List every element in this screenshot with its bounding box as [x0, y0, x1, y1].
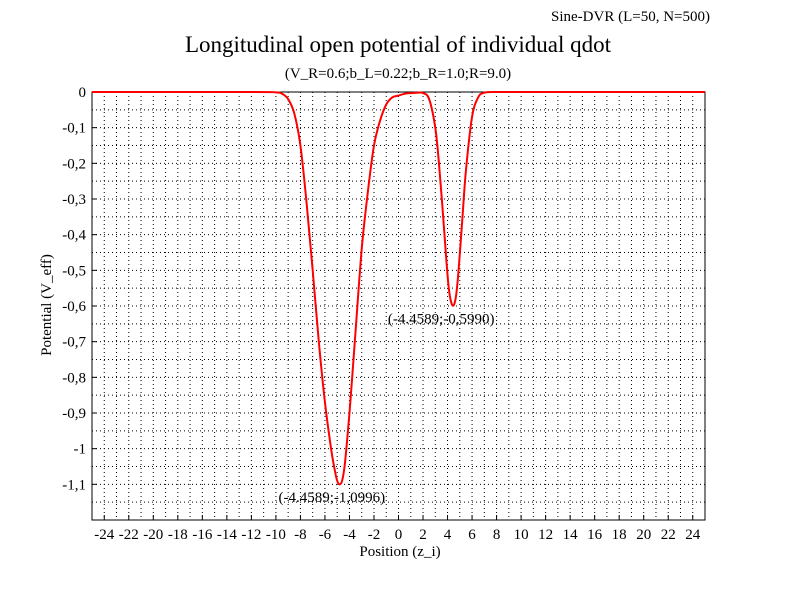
x-tick-label: -24	[94, 527, 114, 543]
x-tick-label: -6	[319, 527, 332, 543]
y-tick-label: -0,6	[62, 299, 86, 315]
y-tick-label: -0,3	[62, 192, 86, 208]
chart-subtitle: (V_R=0.6;b_L=0.22;b_R=1.0;R=9.0)	[285, 66, 511, 82]
y-tick-label: -0,8	[62, 370, 86, 386]
y-axis-label: Potential (V_eff)	[39, 254, 55, 356]
y-tick-label: -0,9	[62, 406, 86, 422]
x-tick-label: 16	[587, 527, 603, 543]
x-tick-label: 8	[493, 527, 501, 543]
x-tick-label: -18	[168, 527, 188, 543]
x-tick-label: 6	[468, 527, 476, 543]
x-tick-label: 20	[636, 527, 651, 543]
x-axis-label: Position (z_i)	[359, 544, 440, 560]
x-tick-label: -8	[294, 527, 307, 543]
y-tick-label: 0	[79, 85, 87, 101]
x-tick-label: -10	[266, 527, 286, 543]
x-axis-ticks: -24 -22 -20 -18 -16 -14 -12 -10 -8 -6 -4 -2 0 2 4 6 8 10 1…	[94, 515, 701, 543]
y-tick-label: -0,4	[62, 228, 86, 244]
x-tick-label: 0	[395, 527, 403, 543]
x-tick-label: -4	[343, 527, 356, 543]
x-tick-label: 14	[563, 527, 579, 543]
x-tick-label: 2	[419, 527, 427, 543]
annotation-right-minimum: (-4.4589;-0,5990)	[388, 312, 495, 328]
x-tick-label: -2	[368, 527, 381, 543]
x-tick-label: 18	[612, 527, 627, 543]
grid	[92, 92, 705, 520]
chart-title: Longitudinal open potential of individua…	[185, 32, 612, 57]
series-line-potential	[91, 90, 705, 486]
y-tick-label: -0,1	[62, 121, 86, 137]
y-tick-label: -0,7	[62, 335, 86, 351]
x-tick-label: 12	[538, 527, 553, 543]
x-tick-label: -12	[241, 527, 261, 543]
x-tick-label: -14	[217, 527, 237, 543]
y-tick-label: -1,1	[62, 477, 86, 493]
x-tick-label: 22	[661, 527, 676, 543]
x-tick-label: 4	[444, 527, 452, 543]
corner-note: Sine-DVR (L=50, N=500)	[551, 9, 710, 25]
x-tick-label: -20	[143, 527, 163, 543]
y-axis-ticks: 0 -0,1 -0,2 -0,3 -0,4 -0,5 -0,6 -0,7 -0,8 -0,9 -1 -…	[62, 85, 97, 493]
y-tick-label: -0,2	[62, 156, 86, 172]
annotation-left-minimum: (-4.4589;-1,0996)	[279, 490, 386, 506]
x-tick-label: -22	[119, 527, 139, 543]
x-tick-label: 10	[514, 527, 529, 543]
x-tick-label: -16	[192, 527, 212, 543]
y-tick-label: -1	[74, 442, 87, 458]
y-tick-label: -0,5	[62, 263, 86, 279]
x-tick-label: 24	[685, 527, 701, 543]
